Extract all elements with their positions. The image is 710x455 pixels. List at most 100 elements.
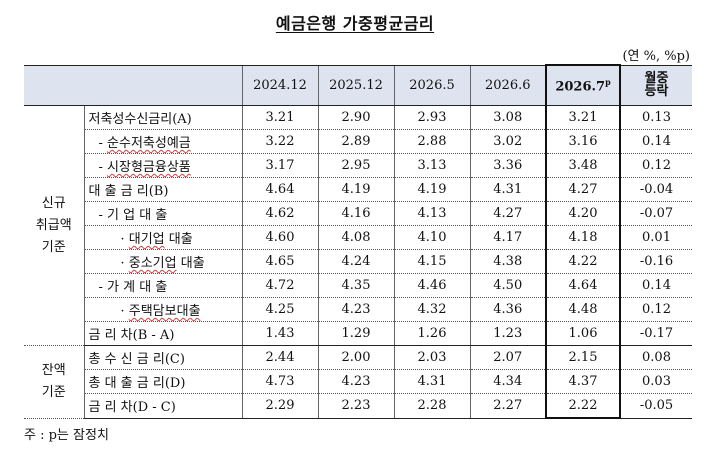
spellcheck-word: 시장형금융상품 bbox=[107, 160, 191, 175]
cell-value: 4.64 bbox=[545, 273, 621, 298]
cell-value: 2.89 bbox=[317, 129, 394, 154]
cell-value: 2.03 bbox=[393, 345, 470, 370]
row-label: - 순수저축성예금 bbox=[83, 129, 242, 154]
cell-value: 1.23 bbox=[469, 321, 546, 346]
cell-monthly-change: 0.01 bbox=[619, 225, 692, 250]
row-label: · 대기업 대출 bbox=[83, 225, 242, 250]
cell-value: 4.35 bbox=[317, 273, 394, 298]
cell-value: 3.08 bbox=[469, 105, 546, 130]
row-label: 저축성수신금리(A) bbox=[83, 105, 242, 130]
cell-monthly-change: -0.04 bbox=[619, 177, 692, 202]
cell-value: 2.15 bbox=[545, 345, 621, 370]
col-header-latest-label: 2026.7 bbox=[555, 79, 606, 95]
cell-value: 1.29 bbox=[317, 321, 394, 346]
cell-value: 3.22 bbox=[241, 129, 318, 154]
row-label: 금 리 차(B - A) bbox=[83, 321, 242, 346]
col-header: 2026.5 bbox=[393, 64, 470, 106]
cell-value: 2.07 bbox=[469, 345, 546, 370]
group-label-line: 잔액 bbox=[41, 362, 66, 378]
cell-value: 4.65 bbox=[241, 249, 318, 274]
cell-value: 4.23 bbox=[317, 369, 394, 394]
group-label: 잔액 기준 bbox=[24, 345, 84, 419]
table-row: 금 리 차(D - C) 2.29 2.23 2.28 2.27 2.22 -0.05 bbox=[24, 393, 692, 419]
table-row: 잔액 기준 총 수 신 금 리(C) 2.44 2.00 2.03 2.07 2.15 0.08 bbox=[24, 345, 692, 419]
cell-value: 2.22 bbox=[545, 393, 621, 419]
cell-value: 4.10 bbox=[393, 225, 470, 250]
cell-value: 4.24 bbox=[317, 249, 394, 274]
cell-value: 4.27 bbox=[469, 201, 546, 226]
table-row: - 기 업 대 출 4.62 4.16 4.13 4.27 4.20 -0.07 bbox=[24, 201, 692, 226]
cell-value: 4.34 bbox=[469, 369, 546, 394]
table-row: 신규 취급액 기준 저축성수신금리(A) 3.21 2.90 2.93 3.08 3.21 0.1… bbox=[24, 105, 692, 346]
mom-line2: 등락 bbox=[644, 84, 669, 100]
cell-monthly-change: -0.16 bbox=[619, 249, 692, 274]
cell-value: 4.37 bbox=[545, 369, 621, 394]
cell-value: 2.44 bbox=[241, 345, 318, 370]
col-header: 2024.12 bbox=[241, 64, 318, 106]
cell-value: 4.20 bbox=[545, 201, 621, 226]
cell-value: 4.16 bbox=[317, 201, 394, 226]
cell-value: 4.62 bbox=[241, 201, 318, 226]
cell-value: 2.27 bbox=[469, 393, 546, 419]
cell-value: 3.21 bbox=[545, 105, 621, 130]
row-label: · 중소기업 대출 bbox=[83, 249, 242, 274]
table-row: - 시장형금융상품 3.17 2.95 3.13 3.36 3.48 0.12 bbox=[24, 153, 692, 178]
cell-value: 4.73 bbox=[241, 369, 318, 394]
cell-value: 4.22 bbox=[545, 249, 621, 274]
row-label: 금 리 차(D - C) bbox=[83, 393, 242, 419]
cell-value: 4.38 bbox=[469, 249, 546, 274]
cell-monthly-change: -0.07 bbox=[619, 201, 692, 226]
cell-value: 2.28 bbox=[393, 393, 470, 419]
cell-value: 4.27 bbox=[545, 177, 621, 202]
cell-value: 4.23 bbox=[317, 297, 394, 322]
cell-value: 3.36 bbox=[469, 153, 546, 178]
cell-value: 3.17 bbox=[241, 153, 318, 178]
row-label: 총 수 신 금 리(C) bbox=[83, 345, 242, 370]
cell-value: 1.06 bbox=[545, 321, 621, 346]
table-row: 금 리 차(B - A) 1.43 1.29 1.26 1.23 1.06 -0.17 bbox=[24, 321, 692, 346]
cell-value: 4.13 bbox=[393, 201, 470, 226]
cell-value: 4.18 bbox=[545, 225, 621, 250]
cell-monthly-change: 0.13 bbox=[619, 105, 692, 130]
cell-value: 1.26 bbox=[393, 321, 470, 346]
row-label: - 기 업 대 출 bbox=[83, 201, 242, 226]
cell-monthly-change: -0.17 bbox=[619, 321, 692, 346]
row-label: 대 출 금 리(B) bbox=[83, 177, 242, 202]
table-row: 대 출 금 리(B) 4.64 4.19 4.19 4.31 4.27 -0.04 bbox=[24, 177, 692, 202]
cell-monthly-change: 0.03 bbox=[619, 369, 692, 394]
cell-value: 3.16 bbox=[545, 129, 621, 154]
col-header-latest: 2026.7p bbox=[545, 64, 621, 106]
cell-value: 2.00 bbox=[317, 345, 394, 370]
cell-monthly-change: 0.08 bbox=[619, 345, 692, 370]
mom-line1: 월중 bbox=[644, 71, 669, 87]
cell-value: 2.29 bbox=[241, 393, 318, 419]
cell-value: 2.93 bbox=[393, 105, 470, 130]
header-blank bbox=[24, 64, 242, 106]
row-label: - 시장형금융상품 bbox=[83, 153, 242, 178]
cell-value: 3.02 bbox=[469, 129, 546, 154]
cell-value: 4.25 bbox=[241, 297, 318, 322]
cell-monthly-change: 0.14 bbox=[619, 129, 692, 154]
col-header: 2026.6 bbox=[469, 64, 546, 106]
table-title: 예금은행 가중평균금리 bbox=[275, 14, 435, 33]
cell-monthly-change: 0.12 bbox=[619, 153, 692, 178]
header-row: 2024.12 2025.12 2026.5 2026.6 2026.7p 월중… bbox=[24, 64, 692, 106]
cell-value: 4.19 bbox=[393, 177, 470, 202]
cell-value: 4.48 bbox=[545, 297, 621, 322]
spellcheck-word: 주택담보대출 bbox=[128, 304, 201, 319]
cell-value: 4.46 bbox=[393, 273, 470, 298]
table-row: · 중소기업 대출 4.65 4.24 4.15 4.38 4.22 -0.16 bbox=[24, 249, 692, 274]
cell-value: 4.50 bbox=[469, 273, 546, 298]
table-row: - 가 계 대 출 4.72 4.35 4.46 4.50 4.64 0.14 bbox=[24, 273, 692, 298]
cell-value: 4.31 bbox=[469, 177, 546, 202]
group-label-line: 기준 bbox=[41, 239, 66, 255]
cell-monthly-change: 0.14 bbox=[619, 273, 692, 298]
table-row: - 순수저축성예금 3.22 2.89 2.88 3.02 3.16 0.14 bbox=[24, 129, 692, 154]
spellcheck-word: 순수저축성예금 bbox=[107, 136, 191, 151]
cell-value: 4.64 bbox=[241, 177, 318, 202]
cell-value: 4.32 bbox=[393, 297, 470, 322]
cell-value: 3.13 bbox=[393, 153, 470, 178]
prelim-mark: p bbox=[605, 76, 611, 87]
group-label-line: 신규 bbox=[41, 195, 66, 211]
cell-value: 4.17 bbox=[469, 225, 546, 250]
